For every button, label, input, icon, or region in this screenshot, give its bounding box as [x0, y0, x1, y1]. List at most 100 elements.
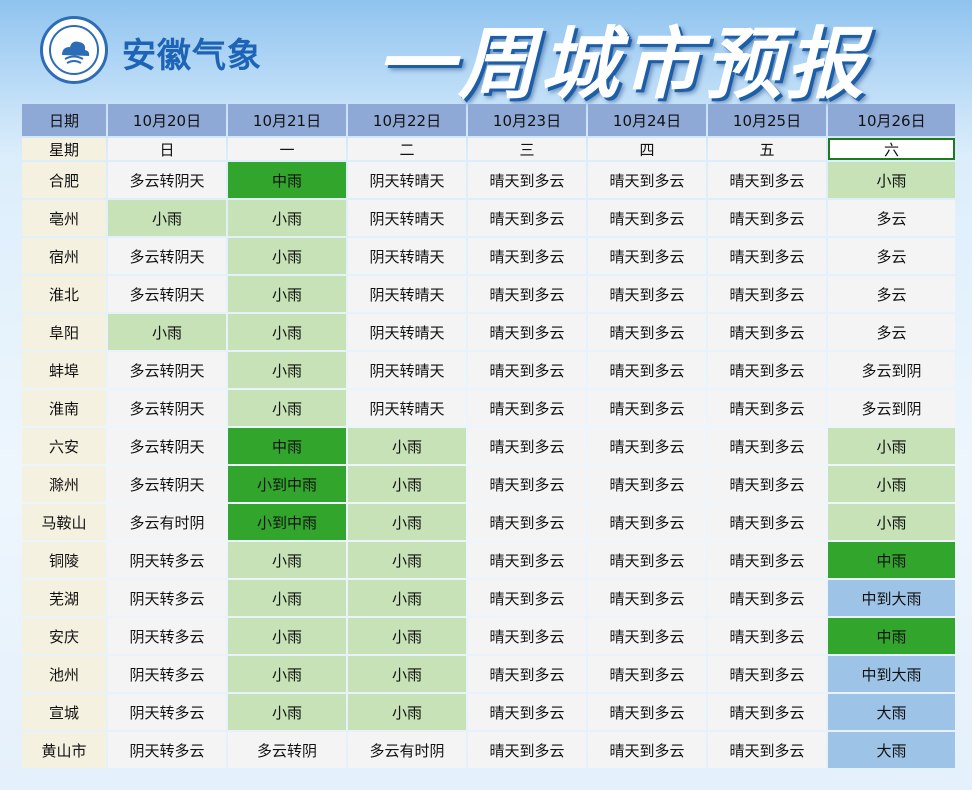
forecast-cell: 晴天到多云 — [588, 732, 706, 768]
forecast-cell: 阴天转多云 — [108, 542, 226, 578]
forecast-cell: 小雨 — [348, 504, 466, 540]
date-label: 日期 — [22, 104, 106, 136]
forecast-cell: 阴天转多云 — [108, 580, 226, 616]
forecast-cell: 晴天到多云 — [468, 732, 586, 768]
forecast-cell: 晴天到多云 — [588, 428, 706, 464]
forecast-cell: 小雨 — [228, 314, 346, 350]
city-name: 合肥 — [22, 162, 106, 198]
forecast-cell: 多云转阴天 — [108, 162, 226, 198]
weekly-forecast-table: 日期 10月20日 10月21日 10月22日 10月23日 10月24日 10… — [20, 102, 957, 770]
forecast-cell: 晴天到多云 — [708, 732, 826, 768]
forecast-cell: 多云转阴天 — [108, 390, 226, 426]
table-row: 淮南 多云转阴天 小雨 阴天转晴天 晴天到多云 晴天到多云 晴天到多云 多云到阴 — [22, 390, 955, 426]
forecast-cell: 小雨 — [828, 466, 955, 502]
city-name: 淮北 — [22, 276, 106, 312]
weekday-cell: 五 — [708, 138, 826, 160]
forecast-cell: 中雨 — [228, 428, 346, 464]
weekday-cell: 四 — [588, 138, 706, 160]
city-name: 宣城 — [22, 694, 106, 730]
forecast-cell: 多云转阴天 — [108, 466, 226, 502]
forecast-cell: 小雨 — [828, 162, 955, 198]
forecast-cell: 晴天到多云 — [468, 162, 586, 198]
table-row: 宣城 阴天转多云 小雨 小雨 晴天到多云 晴天到多云 晴天到多云 大雨 — [22, 694, 955, 730]
table-row: 铜陵 阴天转多云 小雨 小雨 晴天到多云 晴天到多云 晴天到多云 中雨 — [22, 542, 955, 578]
table-row: 蚌埠 多云转阴天 小雨 阴天转晴天 晴天到多云 晴天到多云 晴天到多云 多云到阴 — [22, 352, 955, 388]
forecast-cell: 晴天到多云 — [468, 694, 586, 730]
forecast-cell: 阴天转多云 — [108, 732, 226, 768]
date-header: 10月24日 — [588, 104, 706, 136]
city-name: 六安 — [22, 428, 106, 464]
forecast-cell: 小雨 — [228, 276, 346, 312]
forecast-cell: 晴天到多云 — [708, 352, 826, 388]
forecast-cell: 晴天到多云 — [588, 276, 706, 312]
forecast-cell: 晴天到多云 — [468, 238, 586, 274]
forecast-cell: 大雨 — [828, 694, 955, 730]
forecast-cell: 多云 — [828, 276, 955, 312]
city-name: 马鞍山 — [22, 504, 106, 540]
weekday-label: 星期 — [22, 138, 106, 160]
forecast-cell: 多云转阴天 — [108, 352, 226, 388]
weekday-cell: 一 — [228, 138, 346, 160]
forecast-cell: 多云有时阴 — [108, 504, 226, 540]
forecast-cell: 晴天到多云 — [708, 276, 826, 312]
forecast-body: 合肥 多云转阴天 中雨 阴天转晴天 晴天到多云 晴天到多云 晴天到多云 小雨 亳州 小雨 小雨 阴天转… — [22, 162, 955, 768]
forecast-cell: 小雨 — [228, 352, 346, 388]
date-header: 10月21日 — [228, 104, 346, 136]
cloud-emblem-icon — [49, 25, 99, 75]
forecast-cell: 晴天到多云 — [708, 694, 826, 730]
forecast-cell: 小雨 — [348, 428, 466, 464]
city-name: 宿州 — [22, 238, 106, 274]
forecast-cell: 小雨 — [828, 428, 955, 464]
forecast-cell: 晴天到多云 — [708, 314, 826, 350]
forecast-cell: 阴天转晴天 — [348, 162, 466, 198]
forecast-cell: 多云转阴天 — [108, 276, 226, 312]
city-name: 铜陵 — [22, 542, 106, 578]
forecast-cell: 晴天到多云 — [588, 542, 706, 578]
forecast-cell: 小雨 — [348, 656, 466, 692]
table-row: 阜阳 小雨 小雨 阴天转晴天 晴天到多云 晴天到多云 晴天到多云 多云 — [22, 314, 955, 350]
table-row: 宿州 多云转阴天 小雨 阴天转晴天 晴天到多云 晴天到多云 晴天到多云 多云 — [22, 238, 955, 274]
forecast-cell: 晴天到多云 — [708, 580, 826, 616]
city-name: 芜湖 — [22, 580, 106, 616]
forecast-cell: 晴天到多云 — [708, 390, 826, 426]
forecast-cell: 晴天到多云 — [468, 200, 586, 236]
city-name: 滁州 — [22, 466, 106, 502]
forecast-cell: 大雨 — [828, 732, 955, 768]
forecast-cell: 晴天到多云 — [588, 618, 706, 654]
weekday-cell: 二 — [348, 138, 466, 160]
forecast-cell: 小雨 — [228, 238, 346, 274]
forecast-cell: 小雨 — [828, 504, 955, 540]
forecast-cell: 晴天到多云 — [588, 352, 706, 388]
forecast-cell: 晴天到多云 — [588, 162, 706, 198]
forecast-cell: 晴天到多云 — [588, 694, 706, 730]
forecast-cell: 阴天转晴天 — [348, 352, 466, 388]
forecast-cell: 晴天到多云 — [588, 200, 706, 236]
forecast-cell: 晴天到多云 — [588, 238, 706, 274]
city-name: 淮南 — [22, 390, 106, 426]
forecast-cell: 中雨 — [228, 162, 346, 198]
table-row: 合肥 多云转阴天 中雨 阴天转晴天 晴天到多云 晴天到多云 晴天到多云 小雨 — [22, 162, 955, 198]
forecast-cell: 晴天到多云 — [708, 656, 826, 692]
forecast-cell: 小到中雨 — [228, 504, 346, 540]
table-row: 安庆 阴天转多云 小雨 小雨 晴天到多云 晴天到多云 晴天到多云 中雨 — [22, 618, 955, 654]
weekday-cell: 三 — [468, 138, 586, 160]
forecast-cell: 中到大雨 — [828, 580, 955, 616]
forecast-cell: 晴天到多云 — [588, 504, 706, 540]
forecast-cell: 晴天到多云 — [708, 200, 826, 236]
date-header: 10月23日 — [468, 104, 586, 136]
forecast-cell: 多云 — [828, 314, 955, 350]
forecast-cell: 晴天到多云 — [468, 580, 586, 616]
forecast-cell: 小雨 — [228, 542, 346, 578]
forecast-cell: 晴天到多云 — [708, 238, 826, 274]
weekday-cell-selected[interactable]: 六 — [828, 138, 955, 160]
forecast-cell: 晴天到多云 — [588, 656, 706, 692]
table-row: 马鞍山 多云有时阴 小到中雨 小雨 晴天到多云 晴天到多云 晴天到多云 小雨 — [22, 504, 955, 540]
date-header: 10月22日 — [348, 104, 466, 136]
page-header: 安徽气象 一周城市预报 — [0, 0, 972, 110]
forecast-cell: 小雨 — [228, 200, 346, 236]
forecast-cell: 小雨 — [348, 694, 466, 730]
forecast-cell: 晴天到多云 — [708, 618, 826, 654]
table-row: 淮北 多云转阴天 小雨 阴天转晴天 晴天到多云 晴天到多云 晴天到多云 多云 — [22, 276, 955, 312]
forecast-cell: 阴天转多云 — [108, 618, 226, 654]
forecast-cell: 小到中雨 — [228, 466, 346, 502]
